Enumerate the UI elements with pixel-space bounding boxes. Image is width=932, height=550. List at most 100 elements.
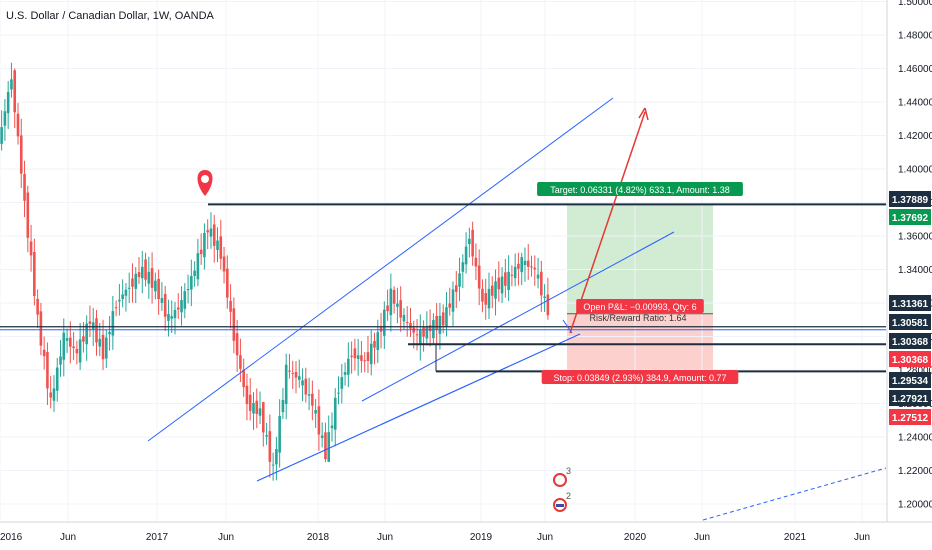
candle-body xyxy=(82,336,85,342)
stop-label-text: Stop: 0.03849 (2.93%) 384.9, Amount: 0.7… xyxy=(553,373,726,383)
usa-flag-icon[interactable]: 2 xyxy=(553,491,571,512)
channel-mid-line[interactable] xyxy=(361,231,675,402)
candle-body xyxy=(19,135,23,174)
candle-body xyxy=(105,337,108,359)
arrow-head-icon xyxy=(638,107,649,121)
candle-body xyxy=(448,303,452,308)
candle-body xyxy=(186,288,190,291)
time-tick-label: 2018 xyxy=(307,532,330,543)
candle-body xyxy=(222,256,226,272)
candle-body xyxy=(252,402,255,414)
candle-body xyxy=(248,394,252,411)
candle-body xyxy=(157,278,160,300)
candle-body xyxy=(526,260,530,267)
candle-body xyxy=(441,312,445,326)
candle-body xyxy=(144,259,147,280)
candle-body xyxy=(540,271,543,296)
candle-body xyxy=(487,288,491,309)
candle-body xyxy=(108,331,111,335)
candle-body xyxy=(399,300,402,318)
candle-body xyxy=(154,280,157,292)
candle-body xyxy=(350,355,353,357)
time-tick-label: Jun xyxy=(218,532,234,543)
candle-body xyxy=(59,356,62,365)
price-label[interactable]: 1.31361 xyxy=(889,295,931,311)
candle-body xyxy=(415,334,419,336)
candle-body xyxy=(536,274,540,279)
candle-body xyxy=(468,238,471,245)
candle-body xyxy=(389,288,393,316)
candle-body xyxy=(484,293,488,305)
target-label[interactable]: Target: 0.06331 (4.82%) 633.1, Amount: 1… xyxy=(537,182,743,196)
candle-body xyxy=(320,435,324,439)
candle-body xyxy=(520,257,523,273)
stop-label[interactable]: Stop: 0.03849 (2.93%) 384.9, Amount: 0.7… xyxy=(541,370,739,384)
candle-body xyxy=(383,309,386,336)
candle-body xyxy=(199,249,203,255)
candle-body xyxy=(173,309,177,319)
profit-zone[interactable] xyxy=(567,204,713,314)
price-label[interactable]: 1.27921 xyxy=(889,390,931,406)
candle-body xyxy=(98,338,102,347)
channel-lower-line[interactable] xyxy=(256,333,581,482)
price-label[interactable]: 1.27512 xyxy=(889,409,931,425)
price-tick-label: 1.34000 xyxy=(898,265,932,276)
candle-body xyxy=(275,449,278,465)
candle-body xyxy=(347,358,350,375)
candle-body xyxy=(294,371,298,378)
candle-body xyxy=(517,263,520,269)
loss-zone[interactable] xyxy=(567,313,713,379)
candle-body xyxy=(330,425,334,429)
candle-body xyxy=(396,303,399,307)
candle-body xyxy=(216,240,219,251)
candle-body xyxy=(373,340,376,348)
candle-body xyxy=(366,352,370,362)
candle-body xyxy=(432,320,435,339)
price-tick-label: 1.28000 xyxy=(898,366,932,377)
candle-body xyxy=(196,253,200,280)
price-tick-label: 1.36000 xyxy=(898,232,932,243)
pnl-label-bg xyxy=(576,299,704,313)
candle-body xyxy=(163,294,167,317)
price-tick-label: 1.22000 xyxy=(898,466,932,477)
price-label-bg xyxy=(889,209,931,225)
candle-body xyxy=(523,260,527,266)
candle-body xyxy=(176,307,180,310)
candle-body xyxy=(226,268,229,298)
price-tick-label: 1.44000 xyxy=(898,98,932,109)
candle-body xyxy=(386,305,389,312)
price-label[interactable]: 1.37692 xyxy=(889,209,931,225)
candle-body xyxy=(134,273,138,289)
candle-body xyxy=(85,323,88,345)
price-label[interactable]: 1.37889 xyxy=(889,191,931,207)
price-label[interactable]: 1.30368 xyxy=(889,333,931,349)
future-dashed-line[interactable] xyxy=(702,467,887,521)
candle-body xyxy=(101,334,105,360)
time-tick-label: Jun xyxy=(377,532,393,543)
map-pin-icon[interactable] xyxy=(197,170,213,196)
candle-body xyxy=(10,79,13,90)
candle-body xyxy=(376,332,380,350)
canada-flag-icon[interactable]: 3 xyxy=(553,466,571,487)
projection-arrow-line[interactable] xyxy=(569,111,646,334)
candle-body xyxy=(281,399,285,413)
candle-body xyxy=(533,267,537,270)
candle-body xyxy=(265,435,268,437)
price-label[interactable]: 1.29534 xyxy=(889,372,931,388)
candle-body xyxy=(356,355,360,359)
price-label-text: 1.27921 xyxy=(892,394,929,405)
candle-body xyxy=(262,402,265,433)
candle-body xyxy=(3,111,7,126)
candle-body xyxy=(6,91,10,114)
channel-upper-line[interactable] xyxy=(147,97,614,442)
pnl-label[interactable]: Open P&L: −0.00993, Qty: 6 xyxy=(576,299,704,313)
candle-body xyxy=(409,323,412,329)
candle-body xyxy=(170,316,174,319)
price-label[interactable]: 1.30368 xyxy=(889,351,931,367)
candle-body xyxy=(183,291,187,309)
candle-body xyxy=(353,348,357,359)
price-label[interactable]: 1.30581 xyxy=(889,314,931,330)
candle-body xyxy=(301,380,304,386)
